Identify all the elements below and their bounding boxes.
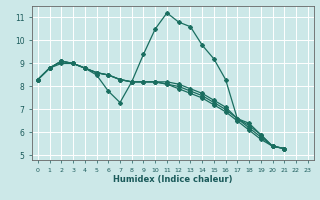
X-axis label: Humidex (Indice chaleur): Humidex (Indice chaleur) (113, 175, 233, 184)
